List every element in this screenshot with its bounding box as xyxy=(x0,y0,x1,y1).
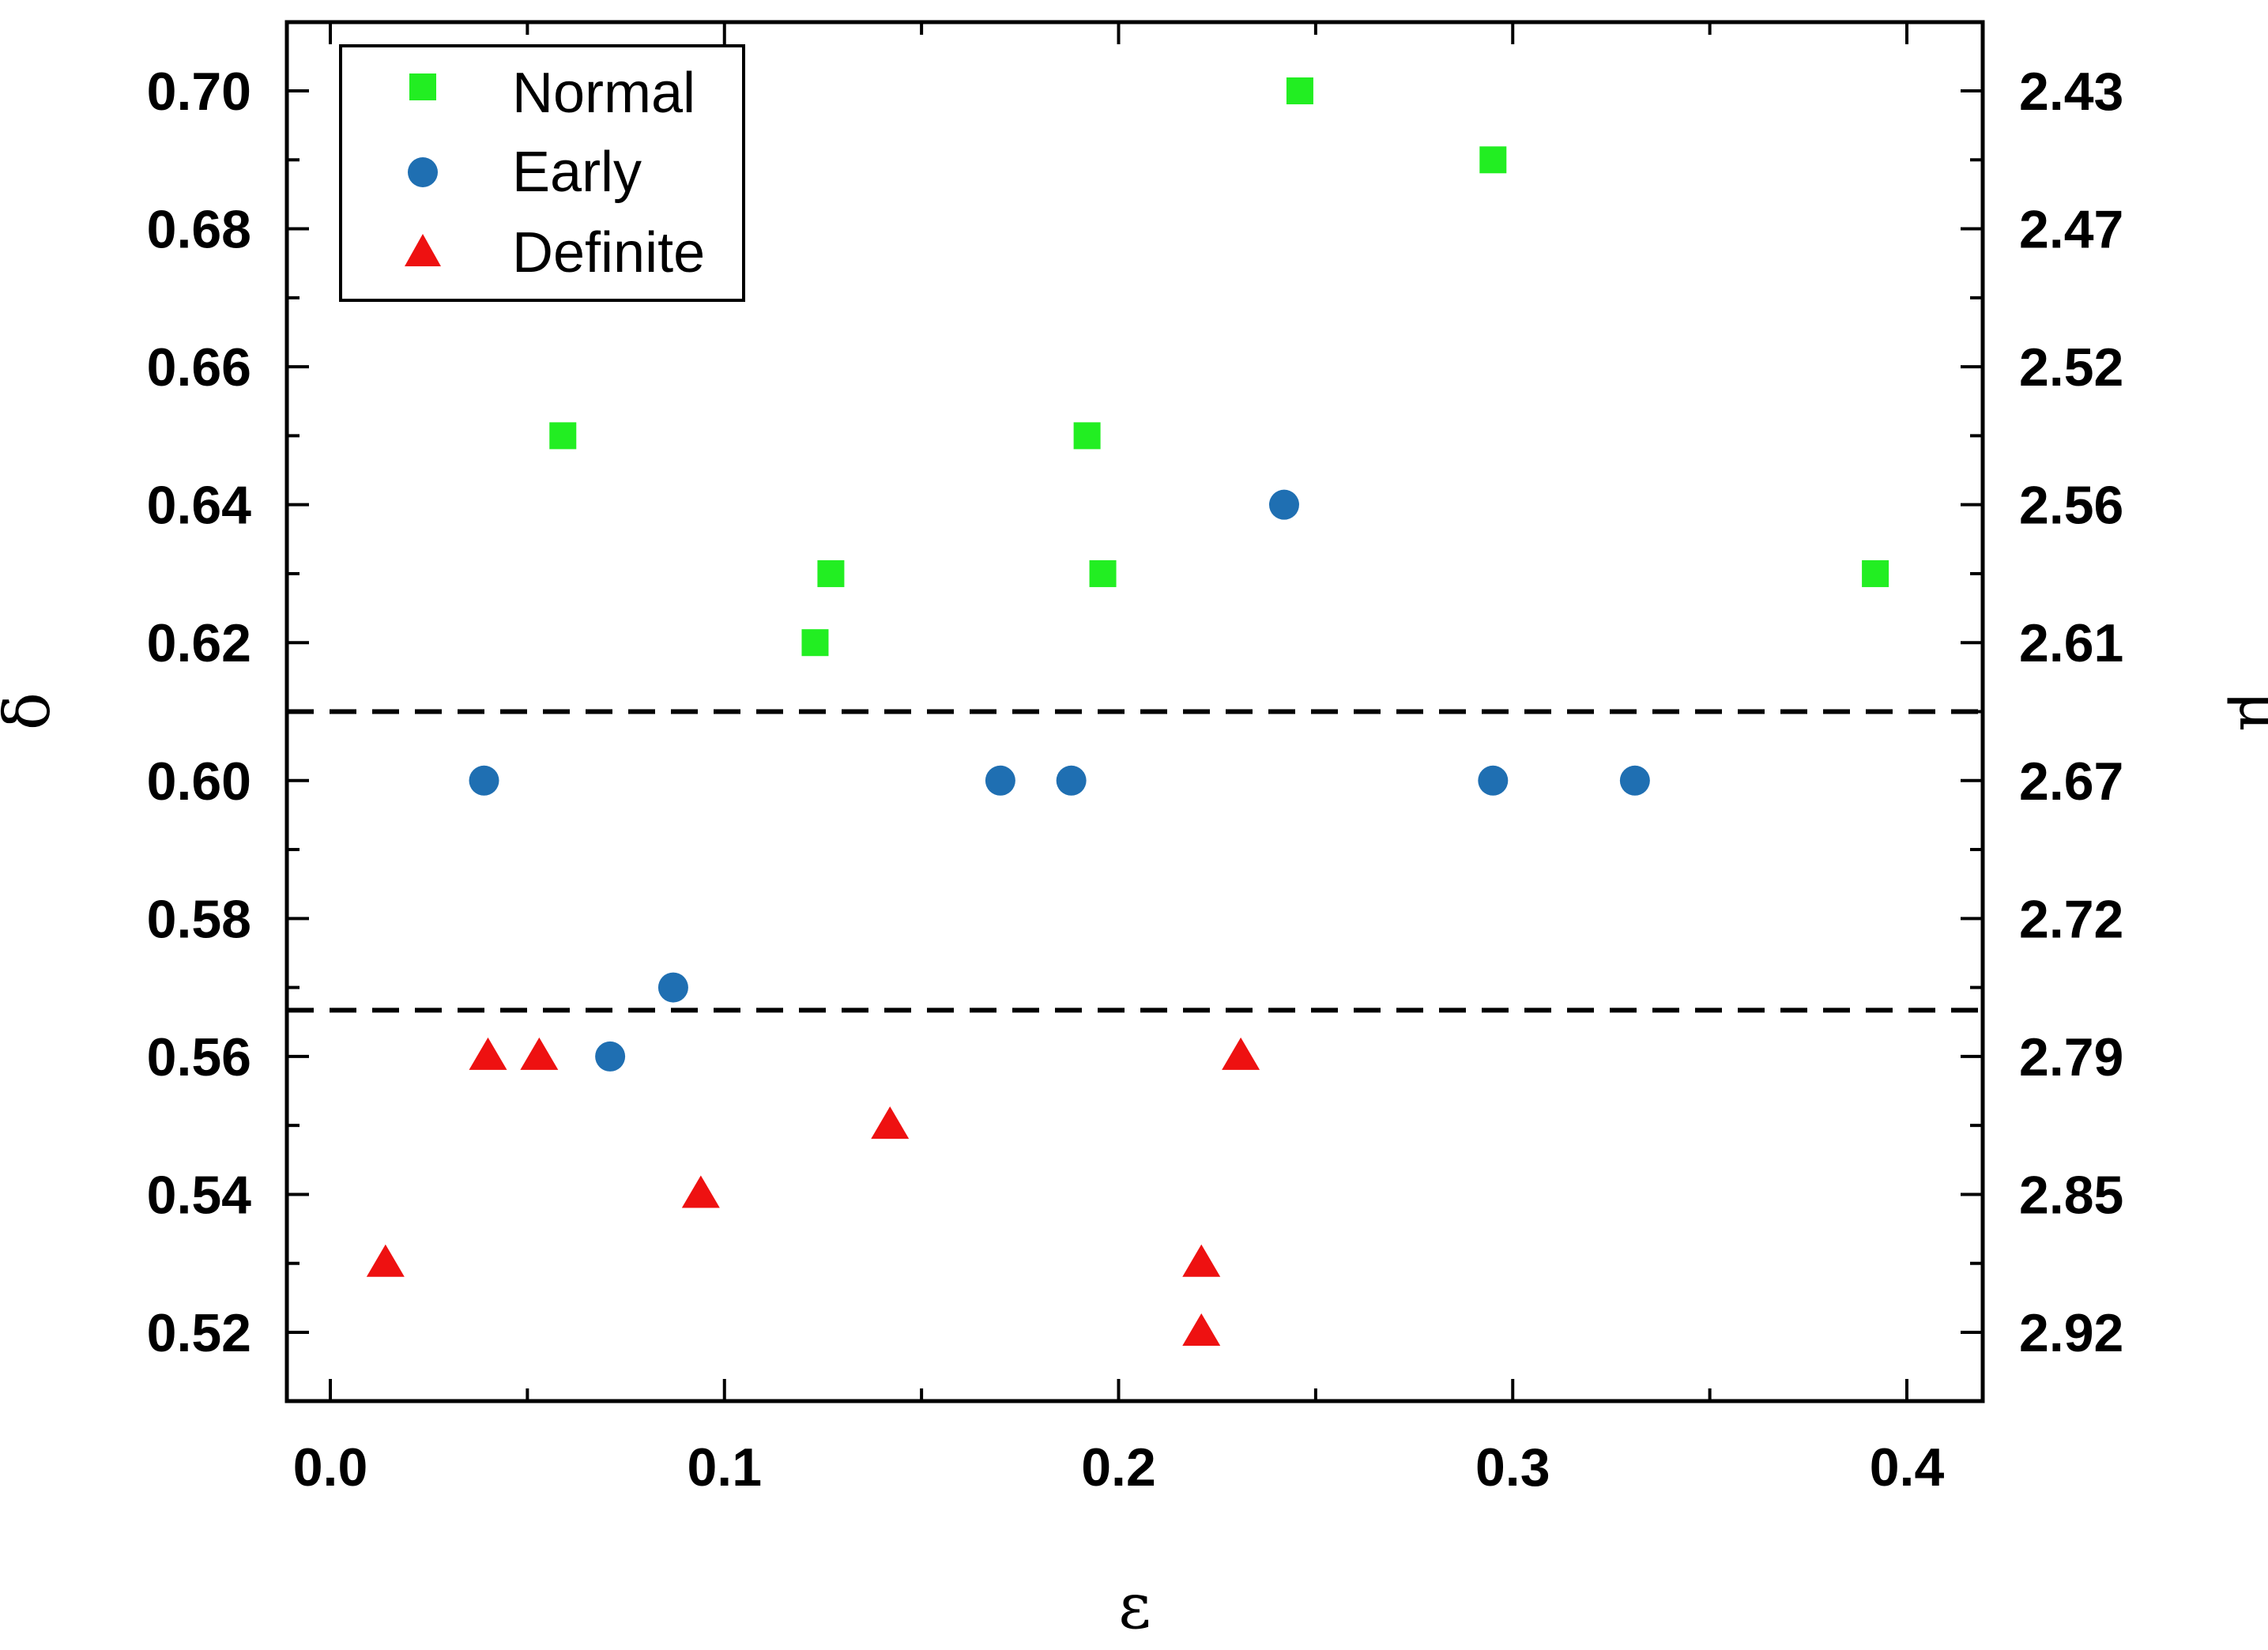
point-early xyxy=(1056,765,1087,796)
x-tick-label: 0.4 xyxy=(1870,1437,1945,1497)
point-early xyxy=(1478,765,1509,796)
point-normal xyxy=(549,422,577,450)
y-tick-label-left: 0.54 xyxy=(147,1165,252,1225)
point-normal xyxy=(1479,146,1507,174)
y-tick-label-right: 2.56 xyxy=(2019,476,2123,536)
y-tick-label-right: 2.47 xyxy=(2019,200,2123,260)
point-normal xyxy=(801,629,829,657)
data-points xyxy=(366,77,1889,1346)
point-definite xyxy=(871,1106,910,1140)
x-axis-label: ε xyxy=(1118,1569,1151,1643)
point-early xyxy=(1268,489,1299,520)
legend-early-marker xyxy=(408,157,438,187)
y-tick-label-left: 0.70 xyxy=(147,62,251,122)
legend-definite-label: Definite xyxy=(512,221,705,284)
y-tick-label-left: 0.52 xyxy=(147,1303,251,1363)
point-normal xyxy=(1862,559,1889,587)
y-tick-label-right: 2.61 xyxy=(2019,613,2123,673)
point-definite xyxy=(681,1175,720,1208)
y-tick-label-left: 0.64 xyxy=(147,476,252,536)
y-tick-label-left: 0.62 xyxy=(147,613,251,673)
point-definite xyxy=(1222,1037,1260,1070)
point-early xyxy=(985,765,1015,796)
point-normal xyxy=(1089,559,1117,587)
y-tick-label-right: 2.92 xyxy=(2019,1303,2123,1363)
reference-lines xyxy=(287,709,1983,1013)
y-tick-label-right: 2.79 xyxy=(2019,1027,2123,1087)
y-tick-label-left: 0.58 xyxy=(147,889,251,949)
legend-box xyxy=(339,44,745,302)
point-definite xyxy=(1182,1313,1221,1346)
y-tick-label-right: 2.67 xyxy=(2019,752,2123,812)
point-early xyxy=(595,1041,626,1072)
point-definite xyxy=(1182,1244,1221,1277)
point-definite xyxy=(520,1037,559,1070)
y-tick-label-right: 2.52 xyxy=(2019,337,2123,397)
legend-normal-label: Normal xyxy=(512,62,695,125)
point-definite xyxy=(366,1244,405,1277)
right-axis-label: μ xyxy=(2225,691,2268,732)
x-tick-label: 0.0 xyxy=(293,1437,368,1497)
x-tick-label: 0.3 xyxy=(1475,1437,1550,1497)
y-tick-label-left: 0.56 xyxy=(147,1027,251,1087)
legend-early-label: Early xyxy=(512,141,642,204)
y-tick-label-right: 2.85 xyxy=(2019,1165,2123,1225)
point-early xyxy=(1619,765,1650,796)
point-normal xyxy=(1073,422,1101,450)
x-tick-label: 0.2 xyxy=(1081,1437,1156,1497)
legend: Normal Early Definite xyxy=(339,44,745,302)
y-tick-label-left: 0.68 xyxy=(147,200,251,260)
y-tick-label-left: 0.60 xyxy=(147,752,251,812)
legend-definite-marker xyxy=(405,234,441,266)
point-definite xyxy=(469,1037,507,1070)
legend-normal-marker xyxy=(409,73,436,100)
point-normal xyxy=(1286,77,1313,104)
y-tick-label-right: 2.72 xyxy=(2019,889,2123,949)
point-normal xyxy=(817,559,845,587)
y-axis-ticks: 0.52 2.92 0.54 2.85 0.56 2.79 0.58 2.72 0.60 2.67… xyxy=(147,62,2124,1363)
y-tick-label-left: 0.66 xyxy=(147,337,251,397)
y-tick-label-right: 2.43 xyxy=(2019,62,2123,122)
x-tick-label: 0.1 xyxy=(687,1437,762,1497)
y-axis-label: δ xyxy=(0,692,64,730)
x-axis-ticks: 0.0 0.1 0.2 0.3 0.4 xyxy=(293,22,1945,1497)
point-early xyxy=(657,972,688,1003)
point-early xyxy=(469,765,499,796)
